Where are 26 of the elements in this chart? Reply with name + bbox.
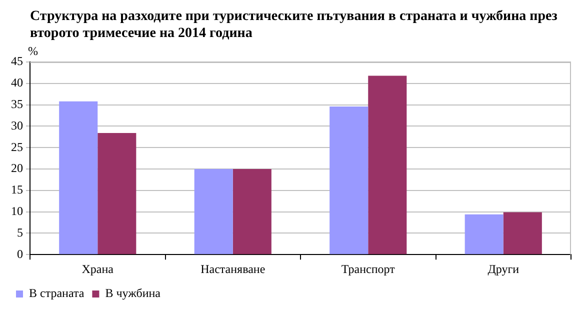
bar	[59, 101, 98, 254]
chart-title: Структура на разходите при туристическите пътувания в страната и чужбина през второто тримесечие на 2014 година	[29, 8, 558, 42]
bar	[503, 212, 542, 254]
y-tick-label: 10	[11, 204, 23, 218]
y-tick-label: 25	[11, 140, 23, 154]
y-tick-label: 40	[11, 76, 23, 90]
x-tick-label: Настаняване	[200, 262, 266, 276]
y-tick-label: 20	[11, 161, 23, 176]
x-tick-label: Други	[488, 262, 520, 276]
bar	[194, 169, 233, 254]
y-tick-label: 5	[17, 225, 23, 240]
y-tick-label: 35	[11, 96, 23, 111]
bar	[464, 214, 504, 254]
y-tick-label: 0	[17, 246, 23, 261]
bar	[98, 133, 136, 254]
y-tick-label: 15	[11, 182, 23, 197]
bar	[330, 106, 368, 254]
y-tick-label: 30	[11, 118, 23, 132]
legend-label: В чужбина	[105, 286, 162, 300]
bar	[368, 76, 407, 254]
y-axis-title: %	[28, 44, 38, 58]
bar	[232, 169, 272, 254]
x-tick-label: Храна	[82, 262, 114, 276]
y-tick-label: 45	[11, 54, 23, 68]
x-tick-label: Транспорт	[341, 262, 396, 276]
legend-label: В страната	[29, 286, 85, 300]
